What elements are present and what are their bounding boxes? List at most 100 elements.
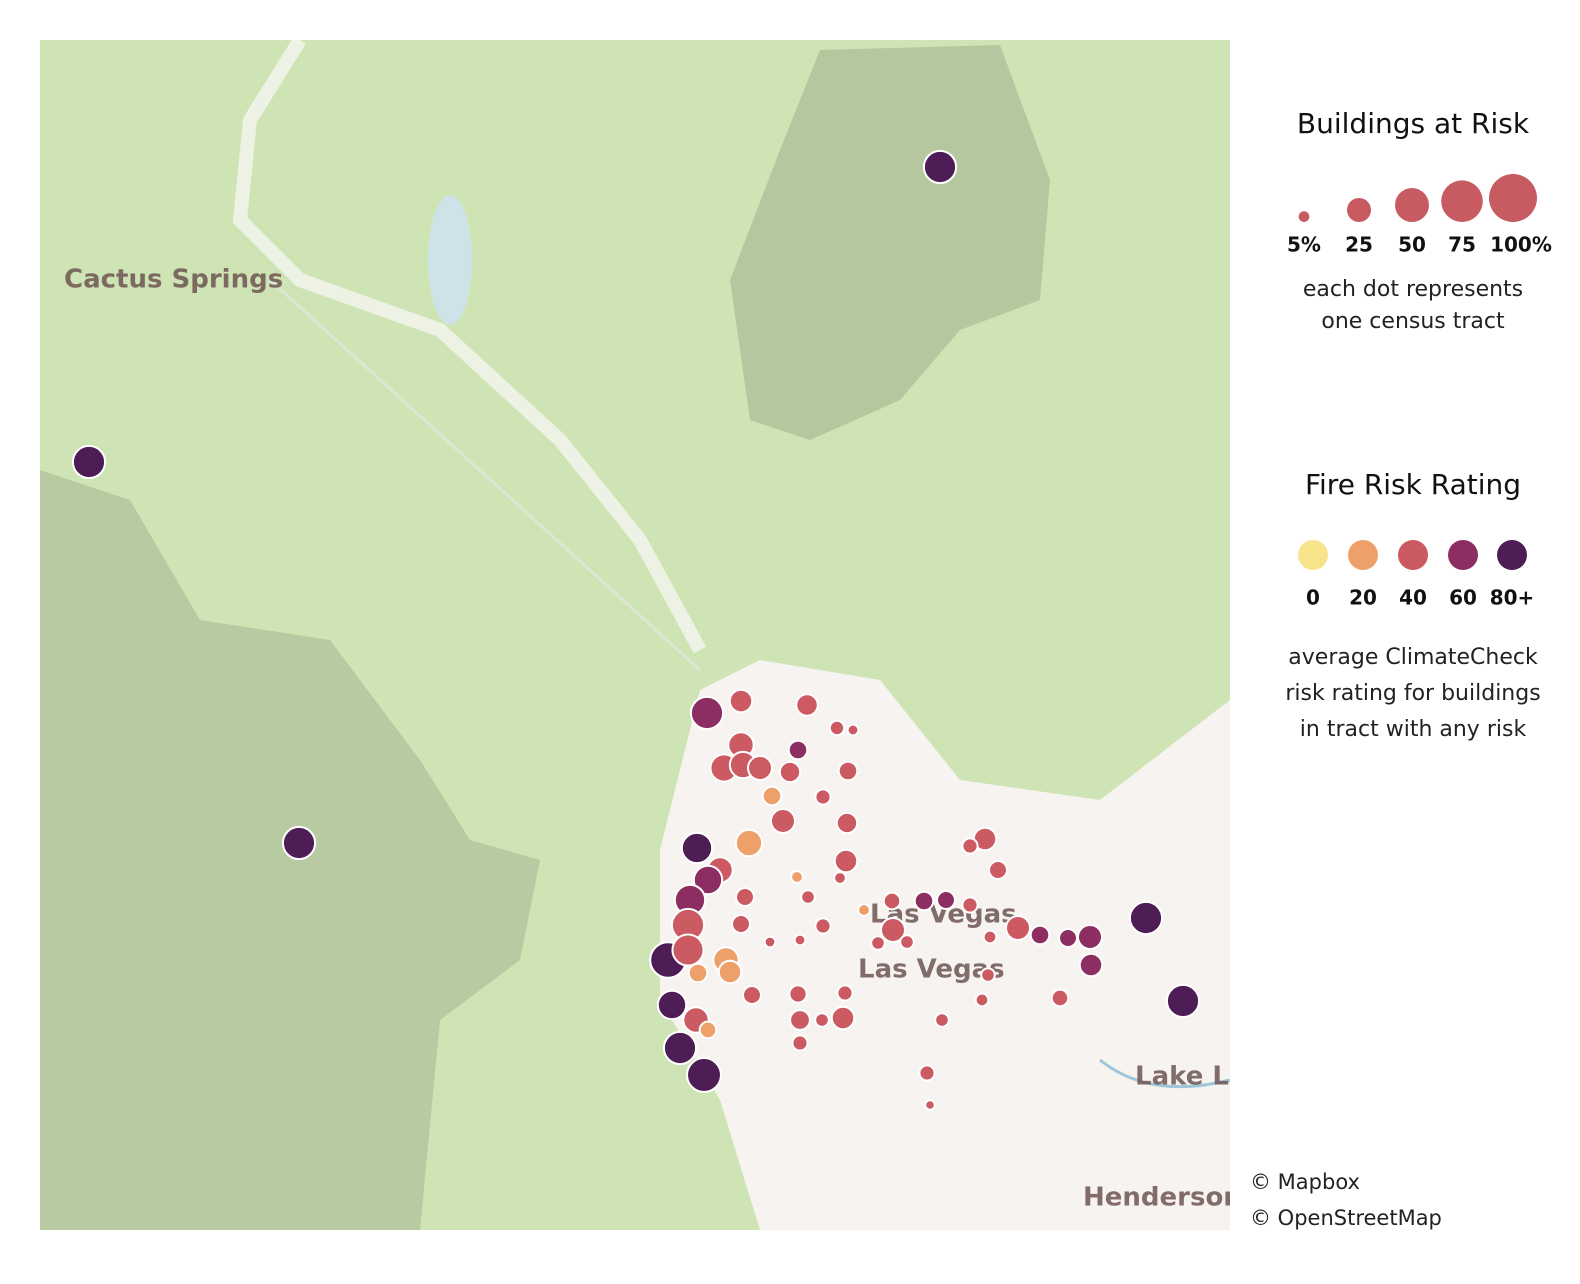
tract-dot — [734, 828, 764, 858]
tract-dot — [880, 917, 906, 943]
size-swatch — [1395, 188, 1429, 222]
legend: 5% 25 50 75 100% each dot represents one censu… — [1285, 174, 1552, 742]
tract-dot — [846, 723, 860, 737]
tract-dot — [1050, 988, 1070, 1008]
tract-dot — [922, 149, 958, 185]
size-label: 100% — [1490, 233, 1552, 257]
place-label: Las Vegas — [858, 955, 1005, 985]
urban-area — [660, 660, 1230, 1230]
tract-dot — [982, 929, 998, 945]
attribution: © Mapbox — [1250, 1170, 1360, 1194]
attribution: © OpenStreetMap — [1250, 1206, 1442, 1230]
tract-dot — [662, 1030, 698, 1066]
tract-dot — [961, 837, 979, 855]
tract-dot — [814, 1012, 830, 1028]
size-label: 5% — [1287, 233, 1321, 257]
tract-dot — [836, 984, 854, 1002]
tract-dot — [870, 935, 886, 951]
tract-dot — [795, 693, 819, 717]
legend-note: one census tract — [1321, 309, 1505, 334]
tract-dot — [778, 760, 802, 784]
legend-title: Buildings at Risk — [1297, 107, 1530, 140]
tract-dot — [656, 989, 688, 1021]
tract-dot — [934, 1012, 950, 1028]
tract-dot — [814, 917, 832, 935]
tract-dot — [1128, 900, 1164, 936]
tract-dot — [1058, 928, 1078, 948]
tract-dot — [857, 903, 871, 917]
tract-dot — [980, 967, 996, 983]
tract-dot — [837, 760, 859, 782]
size-swatch — [1298, 211, 1310, 222]
color-swatch — [1348, 540, 1378, 570]
color-label: 40 — [1399, 586, 1427, 610]
tract-dot — [830, 1005, 856, 1031]
legend-note: average ClimateCheck — [1288, 645, 1538, 670]
tract-dot — [717, 959, 743, 985]
tract-dot — [814, 788, 832, 806]
tract-dot — [281, 825, 317, 861]
size-swatch — [1441, 180, 1483, 222]
place-label: Henderson — [1083, 1183, 1242, 1213]
tract-dot — [1005, 915, 1031, 941]
tract-dot — [1029, 924, 1051, 946]
tract-dot — [1165, 983, 1201, 1019]
tract-dot — [835, 811, 859, 835]
river — [1099, 1058, 1230, 1089]
color-label: 80+ — [1490, 586, 1535, 610]
tract-dot — [899, 934, 915, 950]
tract-dot — [71, 444, 107, 480]
tract-dot — [680, 831, 714, 865]
tract-dot — [833, 871, 847, 885]
legend-note: each dot represents — [1303, 277, 1523, 302]
tract-dot — [936, 890, 956, 910]
tract-dots — [71, 149, 1201, 1111]
tract-dot — [698, 1020, 718, 1040]
tract-dot — [770, 808, 796, 834]
road — [268, 278, 702, 672]
tract-dot — [763, 935, 777, 949]
tract-dot — [689, 695, 725, 731]
legend-note: in tract with any risk — [1300, 717, 1527, 742]
color-swatch — [1448, 540, 1478, 570]
tract-dot — [800, 889, 816, 905]
tract-dot — [1078, 952, 1104, 978]
size-swatch — [1347, 198, 1371, 222]
tract-dot — [728, 688, 754, 714]
tract-dot — [735, 887, 755, 907]
place-label: Lake Las Vegas — [1135, 1062, 1359, 1092]
color-label: 60 — [1449, 586, 1477, 610]
legend-title: Fire Risk Rating — [1305, 468, 1521, 501]
tract-dot — [833, 848, 859, 874]
tract-dot — [882, 891, 902, 911]
basemap: Cactus Springs Las Vegas Las Vegas Lake … — [40, 40, 1359, 1230]
mountains — [730, 45, 1050, 440]
size-label: 50 — [1398, 233, 1426, 257]
tract-dot — [692, 864, 724, 896]
tract-dot — [790, 870, 804, 884]
tract-dot — [761, 785, 783, 807]
tract-dot — [924, 1099, 936, 1111]
tract-dot — [961, 896, 979, 914]
color-label: 20 — [1349, 586, 1377, 610]
color-label: 0 — [1306, 586, 1320, 610]
tract-dot — [913, 890, 935, 912]
tract-dot — [747, 755, 773, 781]
place-label: Cactus Springs — [64, 265, 283, 295]
lake — [428, 195, 472, 325]
tract-dot — [1077, 924, 1103, 950]
tract-dot — [731, 914, 751, 934]
legend-note: risk rating for buildings — [1285, 681, 1540, 706]
tract-dot — [671, 933, 705, 967]
size-label: 25 — [1345, 233, 1373, 257]
color-swatch — [1298, 540, 1328, 570]
tract-dot — [828, 719, 846, 737]
tract-dot — [791, 1034, 809, 1052]
tract-dot — [974, 992, 990, 1008]
tract-dot — [686, 1057, 722, 1093]
tract-dot — [788, 984, 808, 1004]
tract-dot — [787, 739, 809, 761]
color-swatch — [1398, 540, 1428, 570]
tract-dot — [687, 962, 709, 984]
